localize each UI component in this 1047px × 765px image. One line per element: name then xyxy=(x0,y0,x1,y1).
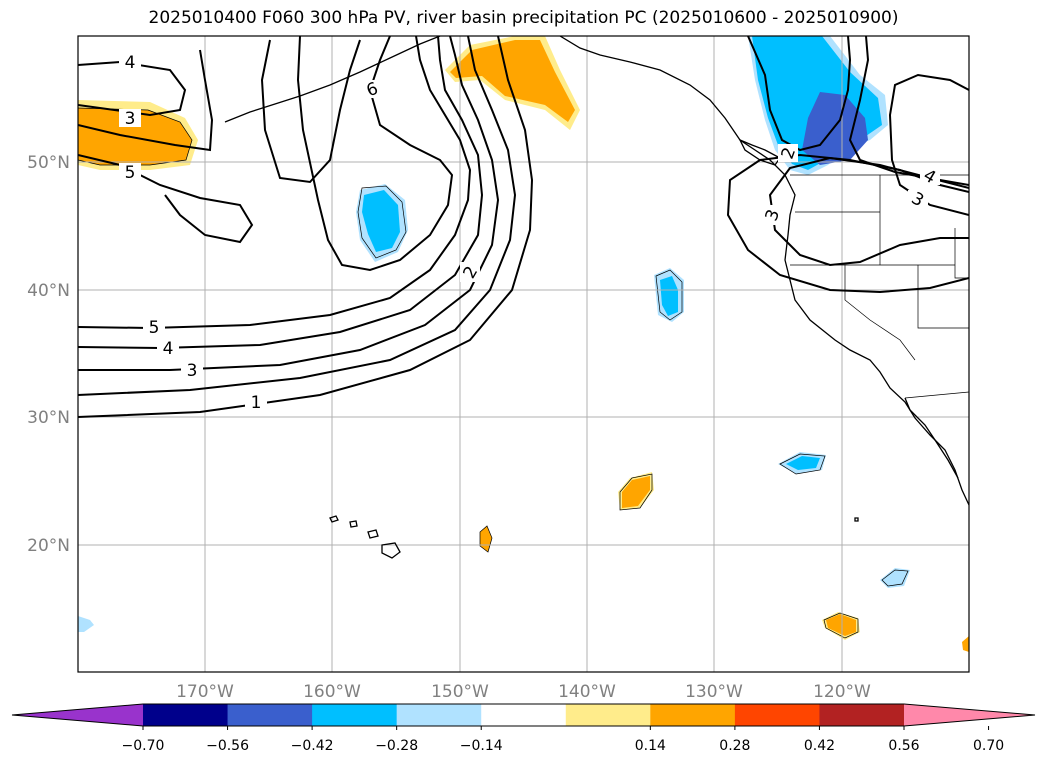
lon-label-170w: 170°W xyxy=(176,682,234,702)
colorbar-bin xyxy=(565,704,651,726)
colorbar-bin xyxy=(312,704,398,726)
precip-outline xyxy=(357,185,407,259)
precip-outline xyxy=(655,269,683,321)
colorbar-extend-max xyxy=(904,704,1035,726)
colorbar-bin xyxy=(227,704,313,726)
precip-outline xyxy=(881,569,909,587)
colorbar-tick-label: 0.70 xyxy=(973,738,1004,754)
pv-contour xyxy=(78,36,500,371)
pv-label: 3 xyxy=(187,361,198,381)
contour-label-gaps xyxy=(119,53,940,411)
precip-outline xyxy=(78,107,193,166)
colorbar-extend-min xyxy=(12,704,143,726)
coastline-hawaii-kauai xyxy=(329,515,339,523)
border-nv xyxy=(917,265,969,329)
border-ut xyxy=(954,228,969,279)
pv-label: 4 xyxy=(163,339,174,359)
colorbar-tick-label: 0.14 xyxy=(635,738,666,754)
lat-label-40n: 40°N xyxy=(27,281,70,301)
pv-contour xyxy=(78,36,517,396)
precip-negative-patch xyxy=(802,92,868,165)
pv-contour xyxy=(726,153,969,294)
pv-label: 5 xyxy=(149,318,160,338)
colorbar-bin xyxy=(396,704,482,726)
pv-contour xyxy=(78,36,472,330)
precip-outline xyxy=(619,473,653,511)
latitude-labels: 20°N 30°N 40°N 50°N xyxy=(27,153,70,556)
precip-positive-patch xyxy=(450,40,575,122)
border-us-mexico xyxy=(904,391,969,399)
map-plot-area xyxy=(78,36,969,672)
coastline-hawaii-oahu xyxy=(349,520,358,528)
colorbar-tick-label: 0.42 xyxy=(804,738,835,754)
colorbar-bin xyxy=(143,704,229,726)
colorbar-bin xyxy=(650,704,736,726)
colorbar-tick-label: 0.28 xyxy=(719,738,750,754)
lon-label-120w: 120°W xyxy=(813,682,871,702)
precip-outline xyxy=(823,612,859,639)
precip-outline xyxy=(779,453,826,475)
lon-label-130w: 130°W xyxy=(685,682,743,702)
longitude-labels: 170°W 160°W 150°W 140°W 130°W 120°W xyxy=(176,682,871,702)
lon-label-150w: 150°W xyxy=(431,682,489,702)
pv-contour xyxy=(78,36,534,418)
precip-negative-patch xyxy=(660,276,678,316)
pv-contour xyxy=(78,36,484,350)
pv-contour xyxy=(260,39,361,184)
colorbar-bin xyxy=(819,704,905,726)
colorbar-tick-label: −0.42 xyxy=(291,738,334,754)
colorbar-tick-label: −0.14 xyxy=(460,738,503,754)
map-frame xyxy=(77,35,970,673)
colorbar-bin xyxy=(734,704,820,726)
state-borders xyxy=(790,174,969,399)
pv-contour xyxy=(747,36,852,152)
pv-label: 1 xyxy=(251,393,262,413)
precip-positive-patch xyxy=(826,614,856,636)
colorbar-tick-label: −0.28 xyxy=(375,738,418,754)
precip-negative-patch xyxy=(78,616,94,632)
graticule xyxy=(78,36,969,672)
lat-label-50n: 50°N xyxy=(27,153,70,173)
coastline-alaska-peninsula xyxy=(224,36,441,123)
precip-negative-patch xyxy=(786,456,820,470)
precip-positive-patch xyxy=(962,636,969,652)
border-ca-nv xyxy=(844,265,916,361)
pv-label: 4 xyxy=(125,53,136,73)
pv-contour xyxy=(296,36,454,272)
lon-label-140w: 140°W xyxy=(558,682,616,702)
pv-label: 3 xyxy=(125,109,136,129)
coastline-baja-inner xyxy=(904,397,959,479)
precip-positive-patch xyxy=(622,476,650,508)
colorbar-tick-label: −0.70 xyxy=(122,738,165,754)
coastline-hawaii-big-island xyxy=(381,542,401,559)
map-title: 2025010400 F060 300 hPa PV, river basin … xyxy=(148,8,899,28)
lon-label-160w: 160°W xyxy=(303,682,361,702)
coastlines xyxy=(224,36,969,559)
colorbar-bin xyxy=(481,704,567,726)
lat-label-30n: 30°N xyxy=(27,408,70,428)
colorbar-tick-label: −0.56 xyxy=(206,738,249,754)
lat-label-20n: 20°N xyxy=(27,536,70,556)
colorbar-tick-label: 0.56 xyxy=(888,738,919,754)
coastline-vancouver-island xyxy=(738,138,781,166)
pv-label: 5 xyxy=(125,163,136,183)
precip-positive-patch xyxy=(480,526,492,552)
pv-contour xyxy=(78,49,214,152)
colorbar: −0.70 −0.56 −0.42 −0.28 −0.14 0.14 0.28 0.42 0.5… xyxy=(11,703,1036,754)
precip-shading xyxy=(78,36,969,652)
coastline-north-america xyxy=(559,36,969,506)
precip-negative-patch xyxy=(362,190,400,252)
precip-positive-patch xyxy=(78,108,192,165)
coastline-guadalupe-island xyxy=(854,517,859,522)
pv-contour xyxy=(888,73,969,216)
coastline-hawaii-maui xyxy=(367,529,379,539)
